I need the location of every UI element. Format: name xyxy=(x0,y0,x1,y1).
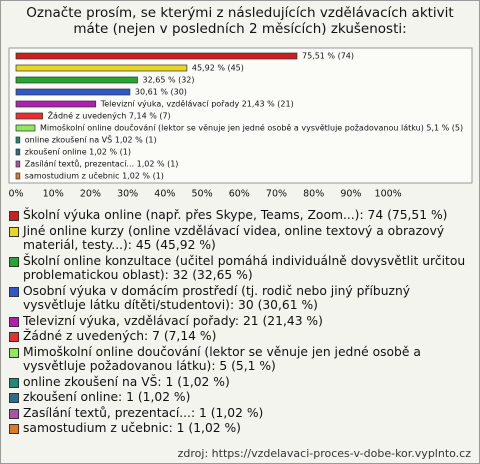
legend-item: Jiné online kurzy (online vzdělávací vid… xyxy=(9,224,471,253)
value-label: 32,65 % (32) xyxy=(143,76,195,85)
legend-swatch xyxy=(9,316,19,327)
value-label: Mimoškolní online doučování (lektor se v… xyxy=(40,123,463,133)
value-label: zkoušení online 1,02 % (1) xyxy=(25,147,131,157)
legend-item: Osobní výuka v domácím prostředí (tj. ro… xyxy=(9,284,471,313)
x-tick-label: 50% xyxy=(192,189,213,200)
legend-item: Televizní výuka, vzdělávací pořady: 21 (… xyxy=(9,314,471,329)
legend-item: Zasílání textů, prezentací...: 1 (1,02 %… xyxy=(9,406,471,421)
x-tick-label: 90% xyxy=(340,189,361,200)
legend: Školní výuka online (např. přes Skype, T… xyxy=(9,208,471,437)
legend-label: Televizní výuka, vzdělávací pořady: 21 (… xyxy=(23,313,323,328)
legend-item: Školní online konzultace (učitel pomáhá … xyxy=(9,254,471,283)
x-tick-label: 40% xyxy=(154,189,175,200)
bar xyxy=(15,100,97,108)
value-label: samostudium z učebnic 1,02 % (1) xyxy=(25,171,164,181)
x-tick-label: 70% xyxy=(266,189,287,200)
value-label: Televizní výuka, vzdělávací pořady 21,43… xyxy=(100,100,294,109)
bar xyxy=(15,160,21,168)
legend-swatch xyxy=(9,256,19,267)
legend-swatch xyxy=(9,424,19,434)
legend-label: zkoušení online: 1 (1,02 %) xyxy=(23,390,191,404)
value-label: 30,61 % (30) xyxy=(135,88,187,97)
bar xyxy=(15,88,131,96)
x-tick-label: 60% xyxy=(229,189,250,200)
bar xyxy=(15,172,21,180)
x-tick-label: 20% xyxy=(80,189,101,200)
x-tick-label: 0% xyxy=(8,189,23,200)
bar xyxy=(15,124,36,132)
bar xyxy=(15,148,21,156)
legend-swatch xyxy=(9,393,19,403)
legend-label: Školní online konzultace (učitel pomáhá … xyxy=(23,253,466,283)
legend-label: Osobní výuka v domácím prostředí (tj. ro… xyxy=(23,283,411,313)
value-label: online zkoušení na VŠ 1,02 % (1) xyxy=(25,134,157,145)
legend-swatch xyxy=(9,332,19,342)
legend-label: Žádné z uvedených: 7 (7,14 %) xyxy=(23,329,217,343)
chart-title: Označte prosím, se kterými z následující… xyxy=(26,5,454,37)
legend-item: zkoušení online: 1 (1,02 %) xyxy=(9,390,471,405)
value-label: 75,51 % (74) xyxy=(302,52,354,61)
legend-item: Žádné z uvedených: 7 (7,14 %) xyxy=(9,329,471,344)
legend-label: Mimoškolní online doučování (lektor se v… xyxy=(23,344,421,374)
legend-swatch xyxy=(9,211,19,221)
x-tick-label: 30% xyxy=(117,189,138,200)
bar xyxy=(15,112,43,120)
bar xyxy=(15,64,188,72)
x-tick-label: 100% xyxy=(375,189,402,200)
x-tick-label: 80% xyxy=(303,189,324,200)
value-label: Žádné z uvedených 7,14 % (7) xyxy=(48,110,171,121)
bar xyxy=(15,136,21,144)
value-label: Zasílání textů, prezentací... 1,02 % (1) xyxy=(25,159,179,169)
legend-label: online zkoušení na VŠ: 1 (1,02 %) xyxy=(23,374,230,389)
legend-label: samostudium z učebnic: 1 (1,02 %) xyxy=(23,421,241,435)
legend-label: Zasílání textů, prezentací...: 1 (1,02 %… xyxy=(23,405,264,420)
legend-label: Jiné online kurzy (online vzdělávací vid… xyxy=(23,223,445,253)
legend-item: samostudium z učebnic: 1 (1,02 %) xyxy=(9,421,471,436)
legend-label: Školní výuka online (např. přes Skype, T… xyxy=(23,208,448,222)
source: zdroj: https://vzdelavaci-proces-v-dobe-… xyxy=(177,447,471,460)
legend-item: Mimoškolní online doučování (lektor se v… xyxy=(9,345,471,374)
legend-item: online zkoušení na VŠ: 1 (1,02 %) xyxy=(9,375,471,390)
legend-item: Školní výuka online (např. přes Skype, T… xyxy=(9,208,471,223)
legend-swatch xyxy=(9,226,19,237)
bar xyxy=(15,52,298,60)
legend-swatch xyxy=(9,347,19,358)
legend-swatch xyxy=(9,377,19,388)
legend-swatch xyxy=(9,408,19,419)
value-label: 45,92 % (45) xyxy=(192,64,244,73)
x-tick-label: 10% xyxy=(43,189,64,200)
bar xyxy=(15,76,138,84)
legend-swatch xyxy=(9,286,19,297)
